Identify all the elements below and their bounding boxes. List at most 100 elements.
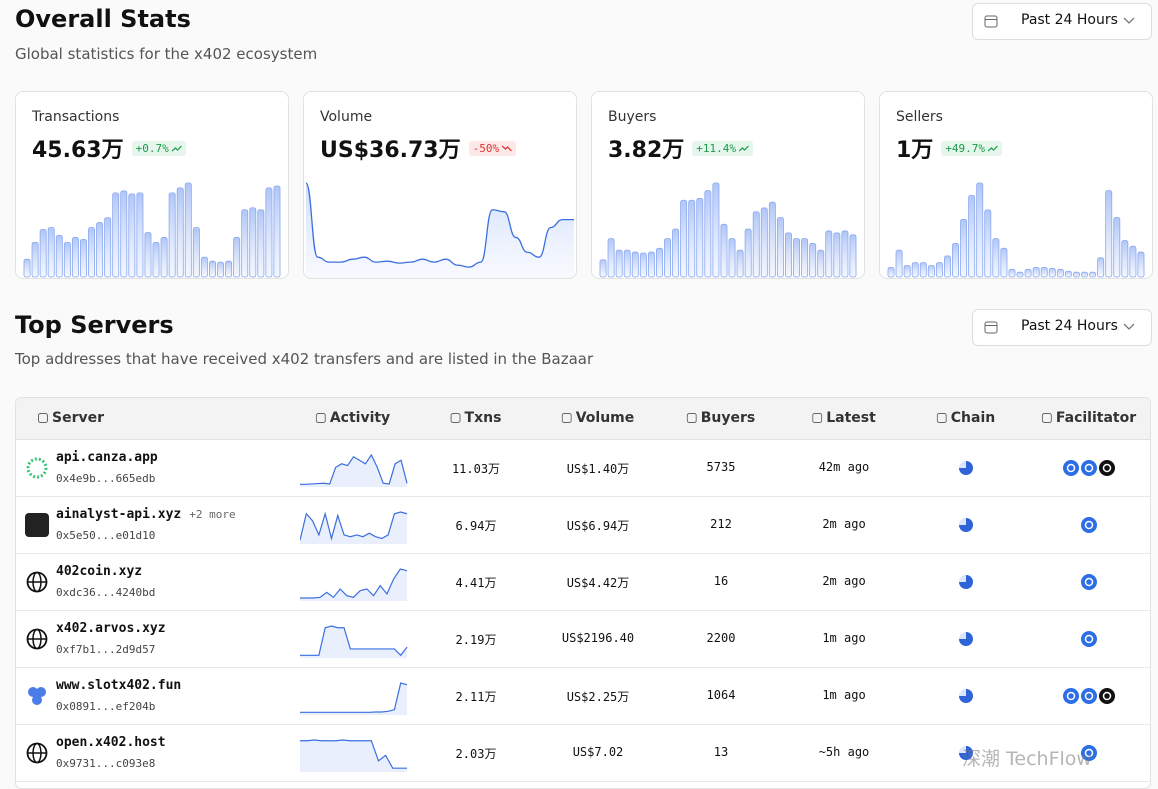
- bar: [752, 211, 760, 278]
- column-icon: [936, 413, 947, 423]
- icon-shape: [686, 413, 697, 423]
- bar: [688, 199, 696, 278]
- bar: [647, 251, 655, 278]
- server-address: 0x5e50...e01d10: [56, 529, 156, 542]
- server-name-text: 402coin.xyz: [56, 564, 143, 579]
- cell-latest: 2m ago: [822, 574, 866, 588]
- bar: [833, 232, 841, 278]
- bar: [1129, 245, 1137, 278]
- cell-latest: 42m ago: [818, 460, 870, 474]
- bar: [903, 265, 911, 278]
- cell-buyers: 2200: [706, 631, 736, 645]
- column-header[interactable]: Volume: [561, 410, 634, 426]
- calendar-icon: [984, 15, 998, 28]
- bar: [209, 260, 216, 278]
- bar: [200, 256, 208, 278]
- icon-shape: [38, 413, 48, 423]
- server-address: 0x9731...c093e8: [56, 757, 156, 770]
- cell-txns: 6.94万: [455, 519, 497, 533]
- calendar-icon: [984, 321, 998, 334]
- bar: [265, 187, 273, 278]
- bar: [63, 241, 71, 278]
- facilitator-icon-inner: [1084, 634, 1094, 644]
- column-label: Server: [52, 410, 105, 426]
- facilitator-icons: [1063, 460, 1115, 476]
- column-header[interactable]: Buyers: [686, 410, 755, 426]
- bar: [160, 237, 168, 278]
- column-icon: [450, 413, 461, 423]
- bar: [1048, 267, 1056, 278]
- chevron: [1123, 17, 1135, 24]
- bar: [1097, 257, 1105, 278]
- facilitator-icon: [1081, 460, 1097, 476]
- column-icon: [561, 413, 572, 423]
- column-header: Server: [38, 410, 104, 426]
- server-name: open.x402.host: [56, 735, 166, 750]
- stat-label: Buyers: [608, 109, 657, 125]
- bar: [736, 249, 744, 278]
- column-icon: [812, 413, 823, 423]
- bar: [184, 182, 192, 278]
- cell-volume: US$1.40万: [566, 462, 630, 476]
- column-header: Facilitator: [1041, 410, 1136, 426]
- bar: [599, 259, 607, 278]
- server-name-text: x402.arvos.xyz: [56, 621, 166, 636]
- bar: [744, 228, 752, 278]
- column-label: Txns: [464, 410, 502, 426]
- bar: [785, 232, 792, 278]
- stat-row: 1万 +49.7%: [896, 132, 1003, 164]
- trend-arrow: [171, 145, 182, 152]
- sparkline-area: [300, 455, 407, 487]
- date-range-button[interactable]: Past 24 Hours: [972, 3, 1152, 40]
- bar: [152, 241, 160, 278]
- column-header[interactable]: Activity: [315, 410, 390, 426]
- column-label: Chain: [950, 410, 996, 426]
- sparkline-area: [300, 740, 407, 772]
- table-row[interactable]: api.canza.app 0x4e9b...665edb 11.03万 US$1.4…: [16, 439, 1150, 497]
- sparkline: [300, 682, 408, 713]
- server-name: ainalyst-api.xyz +2 more: [56, 507, 236, 522]
- table-row[interactable]: www.slotx402.fun 0x0891...ef204b 2.11万 US$2…: [16, 667, 1150, 725]
- activity-sparkline: [300, 453, 408, 487]
- sparkline: [300, 453, 408, 485]
- column-header[interactable]: Txns: [450, 410, 502, 426]
- bar: [1137, 251, 1145, 278]
- bar: [1008, 268, 1016, 278]
- icon-shape: [25, 513, 49, 537]
- bar: [55, 235, 63, 278]
- activity-sparkline: [300, 511, 408, 544]
- bar: [1024, 268, 1032, 278]
- more-tag[interactable]: +2 more: [189, 508, 236, 521]
- column-header[interactable]: Latest: [812, 410, 876, 426]
- table-row[interactable]: x402.arvos.xyz 0xf7b1...2d9d57 2.19万 US$219…: [16, 610, 1150, 668]
- chain-icon: [959, 575, 973, 589]
- sparkline: [300, 625, 408, 657]
- server-icon: [25, 513, 49, 537]
- facilitator-icon: [1063, 460, 1079, 476]
- bar: [1032, 267, 1040, 278]
- chain-icon: [959, 461, 973, 475]
- facilitator-icon-inner: [1084, 463, 1094, 473]
- bar: [895, 249, 903, 278]
- bar: [1081, 271, 1088, 278]
- bar: [944, 255, 951, 278]
- stat-chart: [305, 182, 574, 278]
- server-icon: [26, 742, 48, 764]
- section-title: Overall Stats: [15, 5, 191, 33]
- cell-txns: 2.19万: [455, 633, 497, 647]
- facilitator-icon: [1099, 688, 1115, 704]
- watermark: 深潮 TechFlow: [962, 748, 1092, 770]
- bar: [656, 247, 663, 278]
- server-name-text: open.x402.host: [56, 735, 166, 750]
- table-row[interactable]: 402coin.xyz 0xdc36...4240bd 4.41万 US$4.42万 1…: [16, 553, 1150, 611]
- table-row[interactable]: open.x402.host 0x9731...c093e8 2.03万 US$7.0…: [16, 724, 1150, 782]
- date-range-button[interactable]: Past 24 Hours: [972, 309, 1152, 346]
- facilitator-icon-inner: [1084, 691, 1094, 701]
- facilitator-icons: [1081, 517, 1097, 533]
- bar: [104, 217, 112, 278]
- server-name: api.canza.app: [56, 450, 158, 465]
- section-title: Top Servers: [15, 311, 174, 339]
- bar: [887, 267, 895, 278]
- table-row[interactable]: ainalyst-api.xyz +2 more 0x5e50...e01d10 6.…: [16, 496, 1150, 554]
